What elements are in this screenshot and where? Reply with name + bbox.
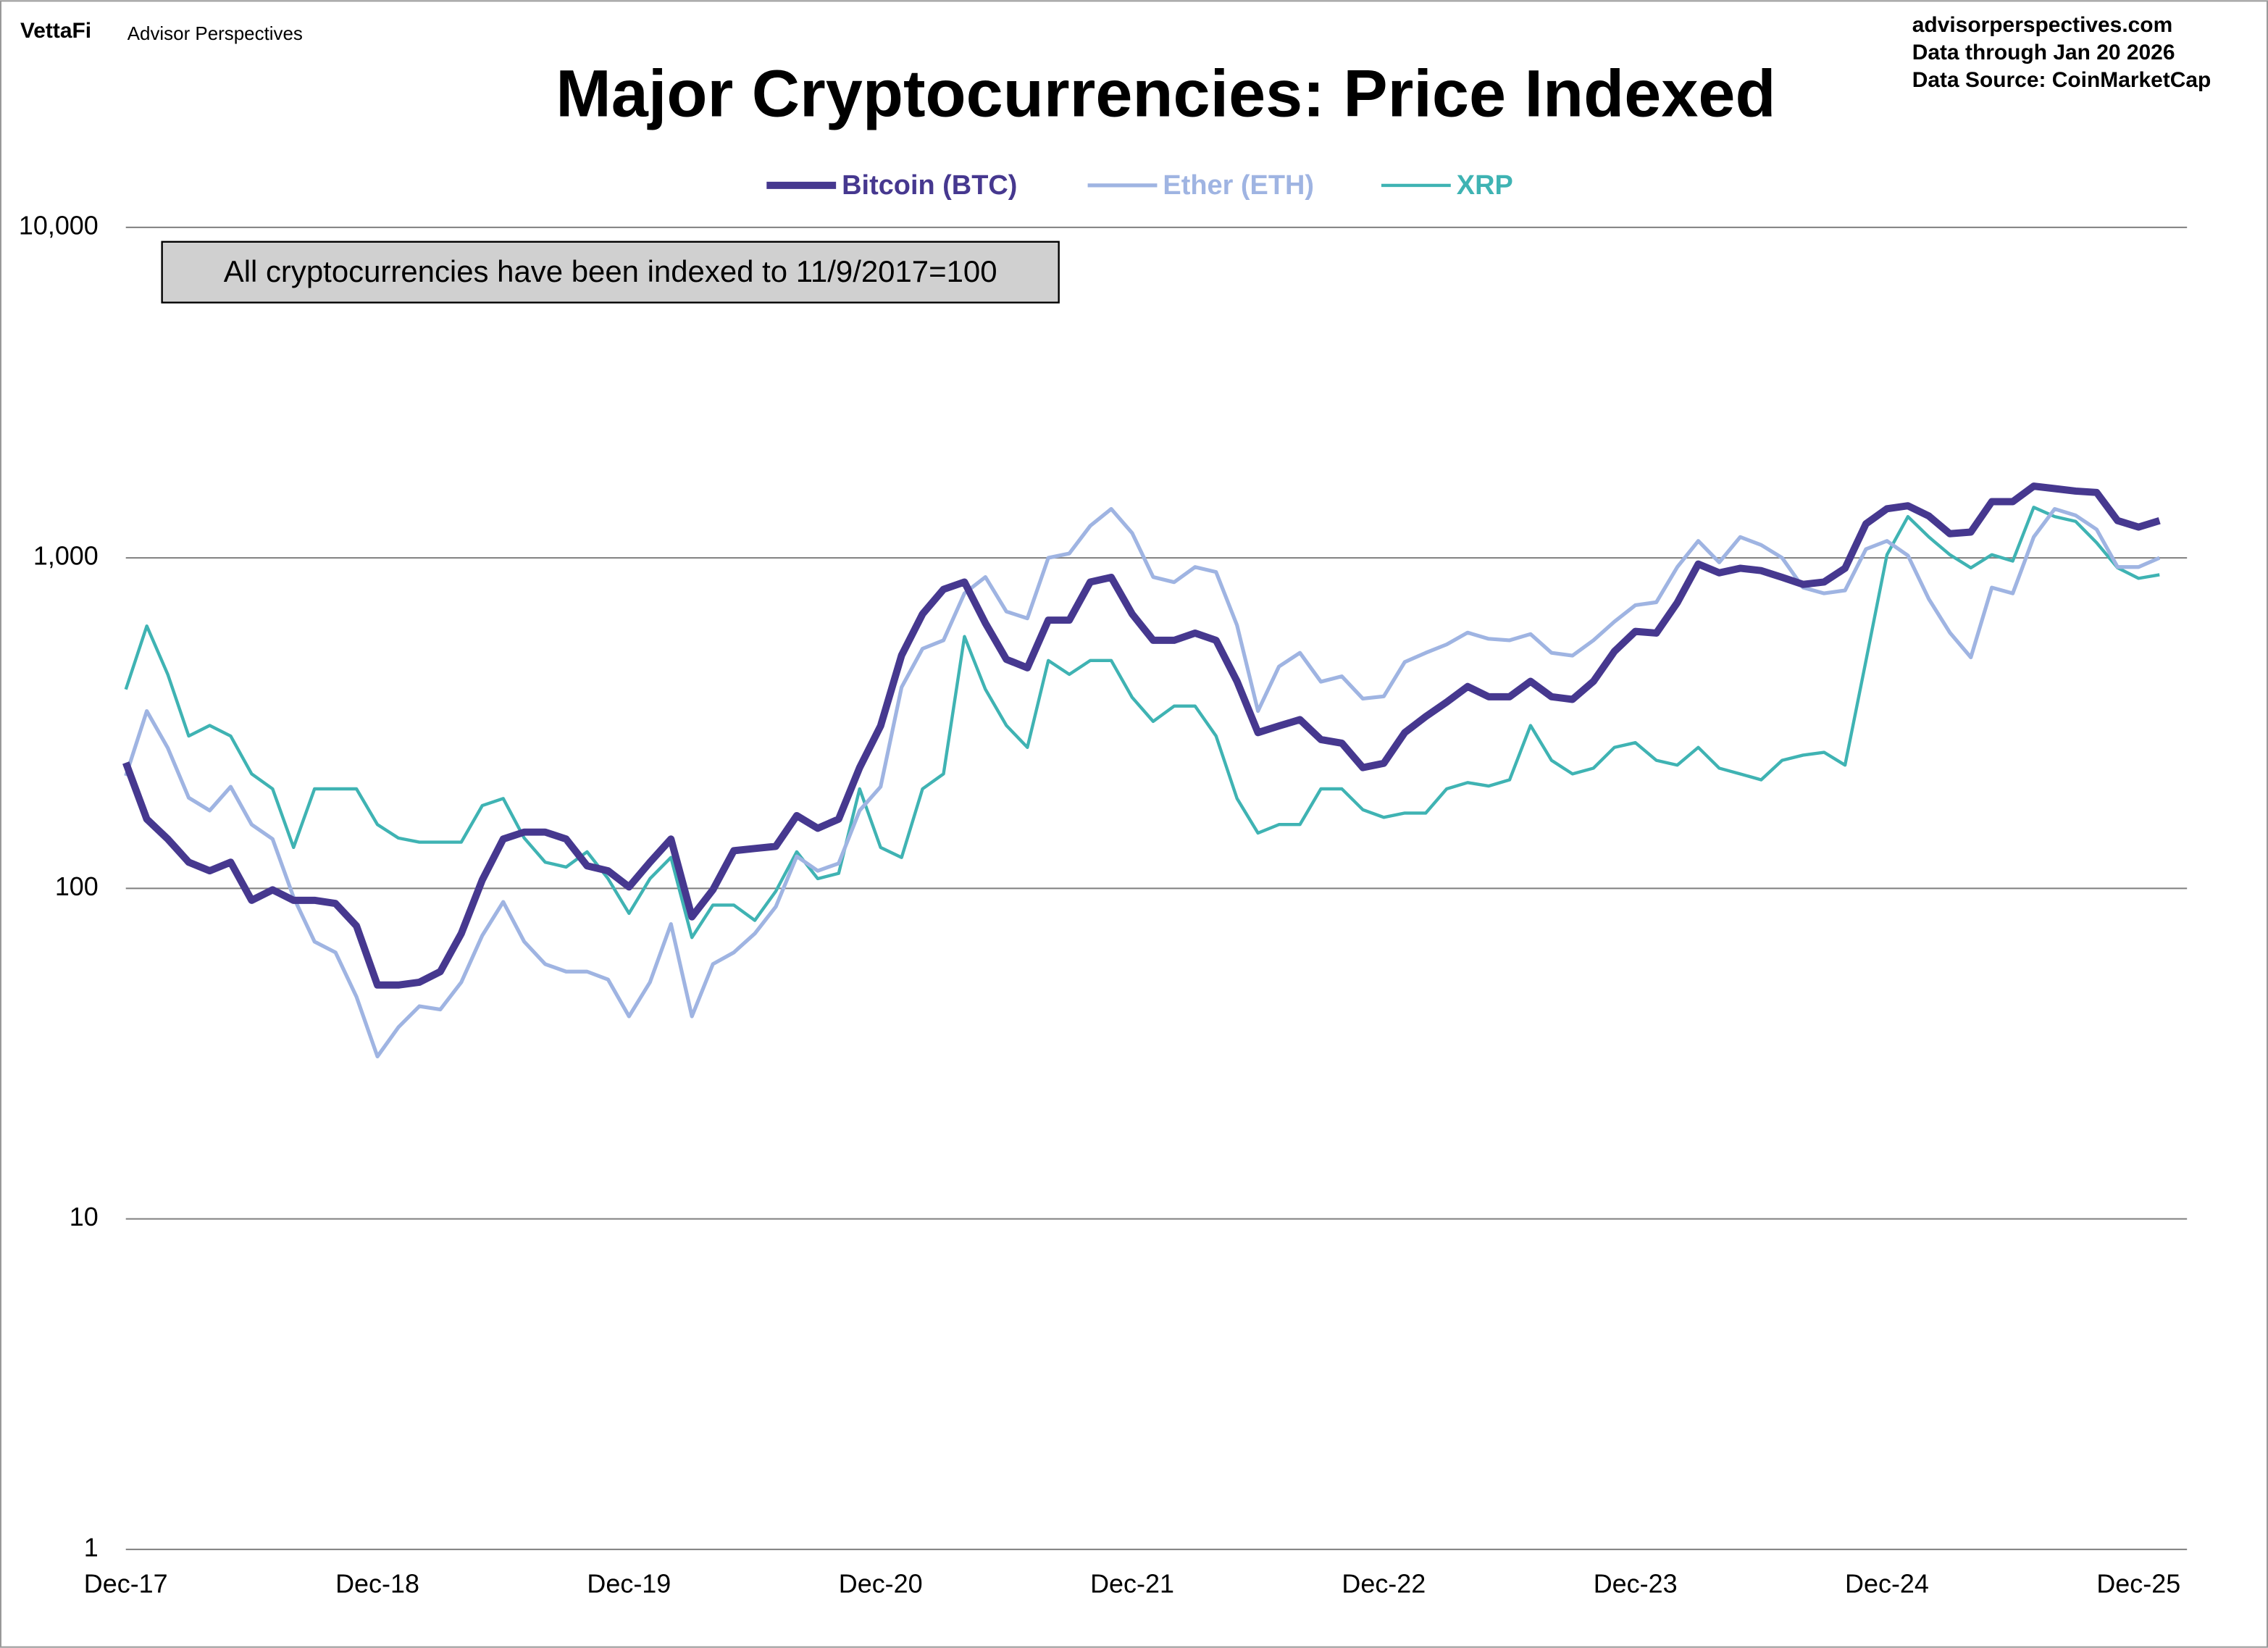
plot-area: [122, 482, 2161, 1059]
source-line: advisorperspectives.com: [1912, 13, 2172, 37]
y-tick-label: 100: [55, 871, 99, 901]
annotation-box: [161, 240, 1060, 304]
y-tick-label: 1,000: [33, 541, 99, 571]
series-line: [124, 506, 2161, 1059]
x-tick-label: Dec-22: [1342, 1568, 1426, 1598]
x-tick-label: Dec-18: [335, 1568, 419, 1598]
brand-logo: VettaFi: [20, 19, 91, 43]
grid: 10,000 1,000 100 10 1 Dec-17 Dec-18 Dec-19 Dec-2…: [19, 210, 2188, 1598]
x-tick-label: Dec-20: [839, 1568, 923, 1598]
series-line: [122, 482, 2161, 989]
y-tick-label: 1: [84, 1532, 99, 1562]
source-line: Data through Jan 20 2026: [1912, 41, 2175, 64]
brand-name: Advisor Perspectives: [127, 24, 303, 44]
x-tick-label: Dec-25: [2096, 1568, 2180, 1598]
y-tick-label: 10,000: [19, 210, 99, 240]
legend-label: XRP: [1457, 170, 1513, 201]
x-tick-label: Dec-17: [84, 1568, 168, 1598]
x-tick-label: Dec-19: [587, 1568, 671, 1598]
annotation: All cryptocurrencies have been indexed t…: [224, 254, 997, 288]
y-tick-label: 10: [70, 1202, 99, 1231]
legend-label: Bitcoin (BTC): [842, 170, 1017, 201]
legend-label: Ether (ETH): [1163, 170, 1314, 201]
chart-title: Major Cryptocurrencies: Price Indexed: [556, 57, 1775, 130]
source-line: Data Source: CoinMarketCap: [1912, 68, 2211, 92]
x-tick-label: Dec-21: [1090, 1568, 1174, 1598]
x-tick-label: Dec-24: [1845, 1568, 1929, 1598]
x-tick-label: Dec-23: [1594, 1568, 1678, 1598]
legend: Bitcoin (BTC) Ether (ETH) XRP: [766, 170, 1513, 201]
series-line: [124, 506, 2160, 940]
